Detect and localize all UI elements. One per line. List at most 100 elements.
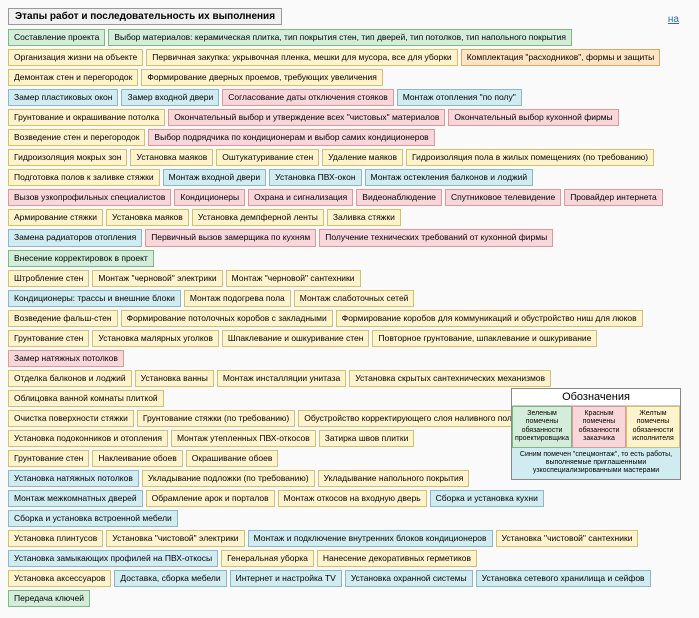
stage-tag: Замер натяжных потолков [8, 350, 124, 367]
stage-tag: Провайдер интернета [564, 189, 663, 206]
stage-tag: Монтаж "черновой" электрики [92, 270, 222, 287]
stage-tag: Штробление стен [8, 270, 89, 287]
stage-tag: Доставка, сборка мебели [114, 570, 226, 587]
page-title: Этапы работ и последовательность их выпо… [8, 8, 282, 25]
stage-tag: Сборка и установка встроенной мебели [8, 510, 178, 527]
stage-tag: Установка демпферной ленты [192, 209, 324, 226]
stage-row: Штробление стенМонтаж "черновой" электри… [8, 270, 691, 287]
legend-cells: Зеленым помечены обязанности проектировщ… [512, 406, 680, 448]
stage-tag: Очистка поверхности стяжки [8, 410, 134, 427]
stage-tag: Монтаж межкомнатных дверей [8, 490, 143, 507]
stage-tag: Армирование стяжки [8, 209, 103, 226]
stage-row: Грунтование и окрашивание потолкаОкончат… [8, 109, 691, 126]
stage-tag: Выбор материалов: керамическая плитка, т… [108, 29, 572, 46]
stage-tag: Возведение стен и перегородок [8, 129, 145, 146]
stage-row: Кондиционеры: трассы и внешние блокиМонт… [8, 290, 691, 307]
stage-tag: Заливка стяжки [327, 209, 401, 226]
stage-tag: Кондиционеры [174, 189, 245, 206]
stage-tag: Монтаж подогрева пола [184, 290, 291, 307]
legend-cell: Зеленым помечены обязанности проектировщ… [512, 406, 572, 448]
stage-tag: Окончательный выбор и утверждение всех "… [168, 109, 445, 126]
legend-title: Обозначения [512, 389, 680, 406]
stage-tag: Установка сетевого хранилища и сейфов [476, 570, 651, 587]
stage-tag: Нанесение декоративных герметиков [317, 550, 477, 567]
stage-tag: Комплектация "расходников", формы и защи… [461, 49, 661, 66]
stage-tag: Установка малярных уголков [92, 330, 219, 347]
stage-row: Возведение фальш-стенФормирование потоло… [8, 310, 691, 327]
stage-tag: Интернет и настройка TV [230, 570, 342, 587]
legend-bottom: Синим помечен "спецмонтаж", то есть рабо… [512, 448, 680, 479]
stage-row: Грунтование стенУстановка малярных уголк… [8, 330, 691, 367]
stage-tag: Формирование дверных проемов, требующих … [141, 69, 382, 86]
stage-tag: Гидроизоляция мокрых зон [8, 149, 127, 166]
stage-tag: Грунтование стен [8, 450, 89, 467]
stage-row: Составление проектаВыбор материалов: кер… [8, 29, 691, 46]
stage-tag: Удаление маяков [322, 149, 403, 166]
stage-tag: Возведение фальш-стен [8, 310, 118, 327]
stage-tag: Оштукатуривание стен [216, 149, 319, 166]
stage-tag: Замер входной двери [121, 89, 219, 106]
stage-tag: Организация жизни на объекте [8, 49, 143, 66]
stage-row: Установка аксессуаровДоставка, сборка ме… [8, 570, 691, 607]
stage-tag: Окрашивание обоев [186, 450, 279, 467]
page-container: на Этапы работ и последовательность их в… [8, 8, 691, 607]
stage-tag: Монтаж и подключение внутренних блоков к… [248, 530, 493, 547]
stage-tag: Грунтование и окрашивание потолка [8, 109, 165, 126]
stage-row: Возведение стен и перегородокВыбор подря… [8, 129, 691, 146]
stage-tag: Выбор подрядчика по кондиционерам и выбо… [148, 129, 434, 146]
legend-box: Обозначения Зеленым помечены обязанности… [511, 388, 681, 480]
stage-tag: Установка маяков [130, 149, 213, 166]
stage-tag: Монтаж откосов на входную дверь [278, 490, 427, 507]
stage-tag: Вызов узкопрофильных специалистов [8, 189, 171, 206]
stage-tag: Внесение корректировок в проект [8, 250, 154, 267]
stage-tag: Монтаж слаботочных сетей [294, 290, 415, 307]
stage-tag: Монтаж входной двери [163, 169, 266, 186]
stage-tag: Замер пластиковых окон [8, 89, 118, 106]
stage-tag: Первичная закупка: укрывочная пленка, ме… [146, 49, 457, 66]
stage-tag: Установка ПВХ-окон [269, 169, 361, 186]
stage-tag: Шпаклевание и ошкуривание стен [222, 330, 370, 347]
stage-tag: Замена радиаторов отопления [8, 229, 142, 246]
stage-tag: Демонтаж стен и перегородок [8, 69, 138, 86]
stage-row: Установка замыкающих профилей на ПВХ-отк… [8, 550, 691, 567]
stage-tag: Установка "чистовой" электрики [106, 530, 244, 547]
stage-tag: Получение технических требований от кухо… [319, 229, 553, 246]
stage-tag: Обрамление арок и порталов [146, 490, 275, 507]
stage-tag: Составление проекта [8, 29, 105, 46]
rows-container: Составление проектаВыбор материалов: кер… [8, 29, 691, 607]
legend-cell: Красным помечены обязанности заказчика [572, 406, 626, 448]
stage-tag: Затирка швов плитки [319, 430, 415, 447]
stage-tag: Отделка балконов и лоджий [8, 370, 132, 387]
stage-tag: Повторное грунтование, шпаклевание и ошк… [372, 330, 597, 347]
stage-tag: Установка натяжных потолков [8, 470, 139, 487]
stage-tag: Сборка и установка кухни [430, 490, 544, 507]
stage-tag: Формирование коробов для коммуникаций и … [336, 310, 643, 327]
stage-tag: Установка плинтусов [8, 530, 103, 547]
stage-tag: Охрана и сигнализация [248, 189, 353, 206]
stage-row: Организация жизни на объектеПервичная за… [8, 49, 691, 66]
stage-tag: Монтаж "черновой" сантехники [226, 270, 361, 287]
stage-tag: Окончательный выбор кухонной фирмы [448, 109, 618, 126]
stage-row: Демонтаж стен и перегородокФормирование … [8, 69, 691, 86]
stage-row: Гидроизоляция мокрых зонУстановка маяков… [8, 149, 691, 166]
stage-row: Монтаж межкомнатных дверейОбрамление аро… [8, 490, 691, 527]
stage-tag: Генеральная уборка [221, 550, 314, 567]
stage-tag: Установка маяков [106, 209, 189, 226]
stage-row: Подготовка полов к заливке стяжкиМонтаж … [8, 169, 691, 186]
stage-tag: Грунтование стен [8, 330, 89, 347]
stage-tag: Обустройство корректирующего слоя наливн… [298, 410, 522, 427]
stage-tag: Гидроизоляция пола в жилых помещениях (п… [406, 149, 654, 166]
stage-tag: Кондиционеры: трассы и внешние блоки [8, 290, 181, 307]
stage-tag: Установка охранной системы [345, 570, 473, 587]
top-link[interactable]: на [668, 14, 679, 25]
stage-tag: Установка "чистовой" сантехники [496, 530, 639, 547]
stage-row: Установка плинтусовУстановка "чистовой" … [8, 530, 691, 547]
stage-tag: Формирование потолочных коробов с заклад… [121, 310, 333, 327]
stage-tag: Наклеивание обоев [92, 450, 182, 467]
stage-tag: Установка аксессуаров [8, 570, 111, 587]
stage-tag: Грунтование стяжки (по требованию) [137, 410, 295, 427]
legend-cell: Желтым помечены обязанности исполнителя [626, 406, 680, 448]
stage-tag: Согласование даты отключения стояков [222, 89, 393, 106]
stage-row: Замер пластиковых оконЗамер входной двер… [8, 89, 691, 106]
stage-tag: Укладывание подложки (по требованию) [142, 470, 315, 487]
